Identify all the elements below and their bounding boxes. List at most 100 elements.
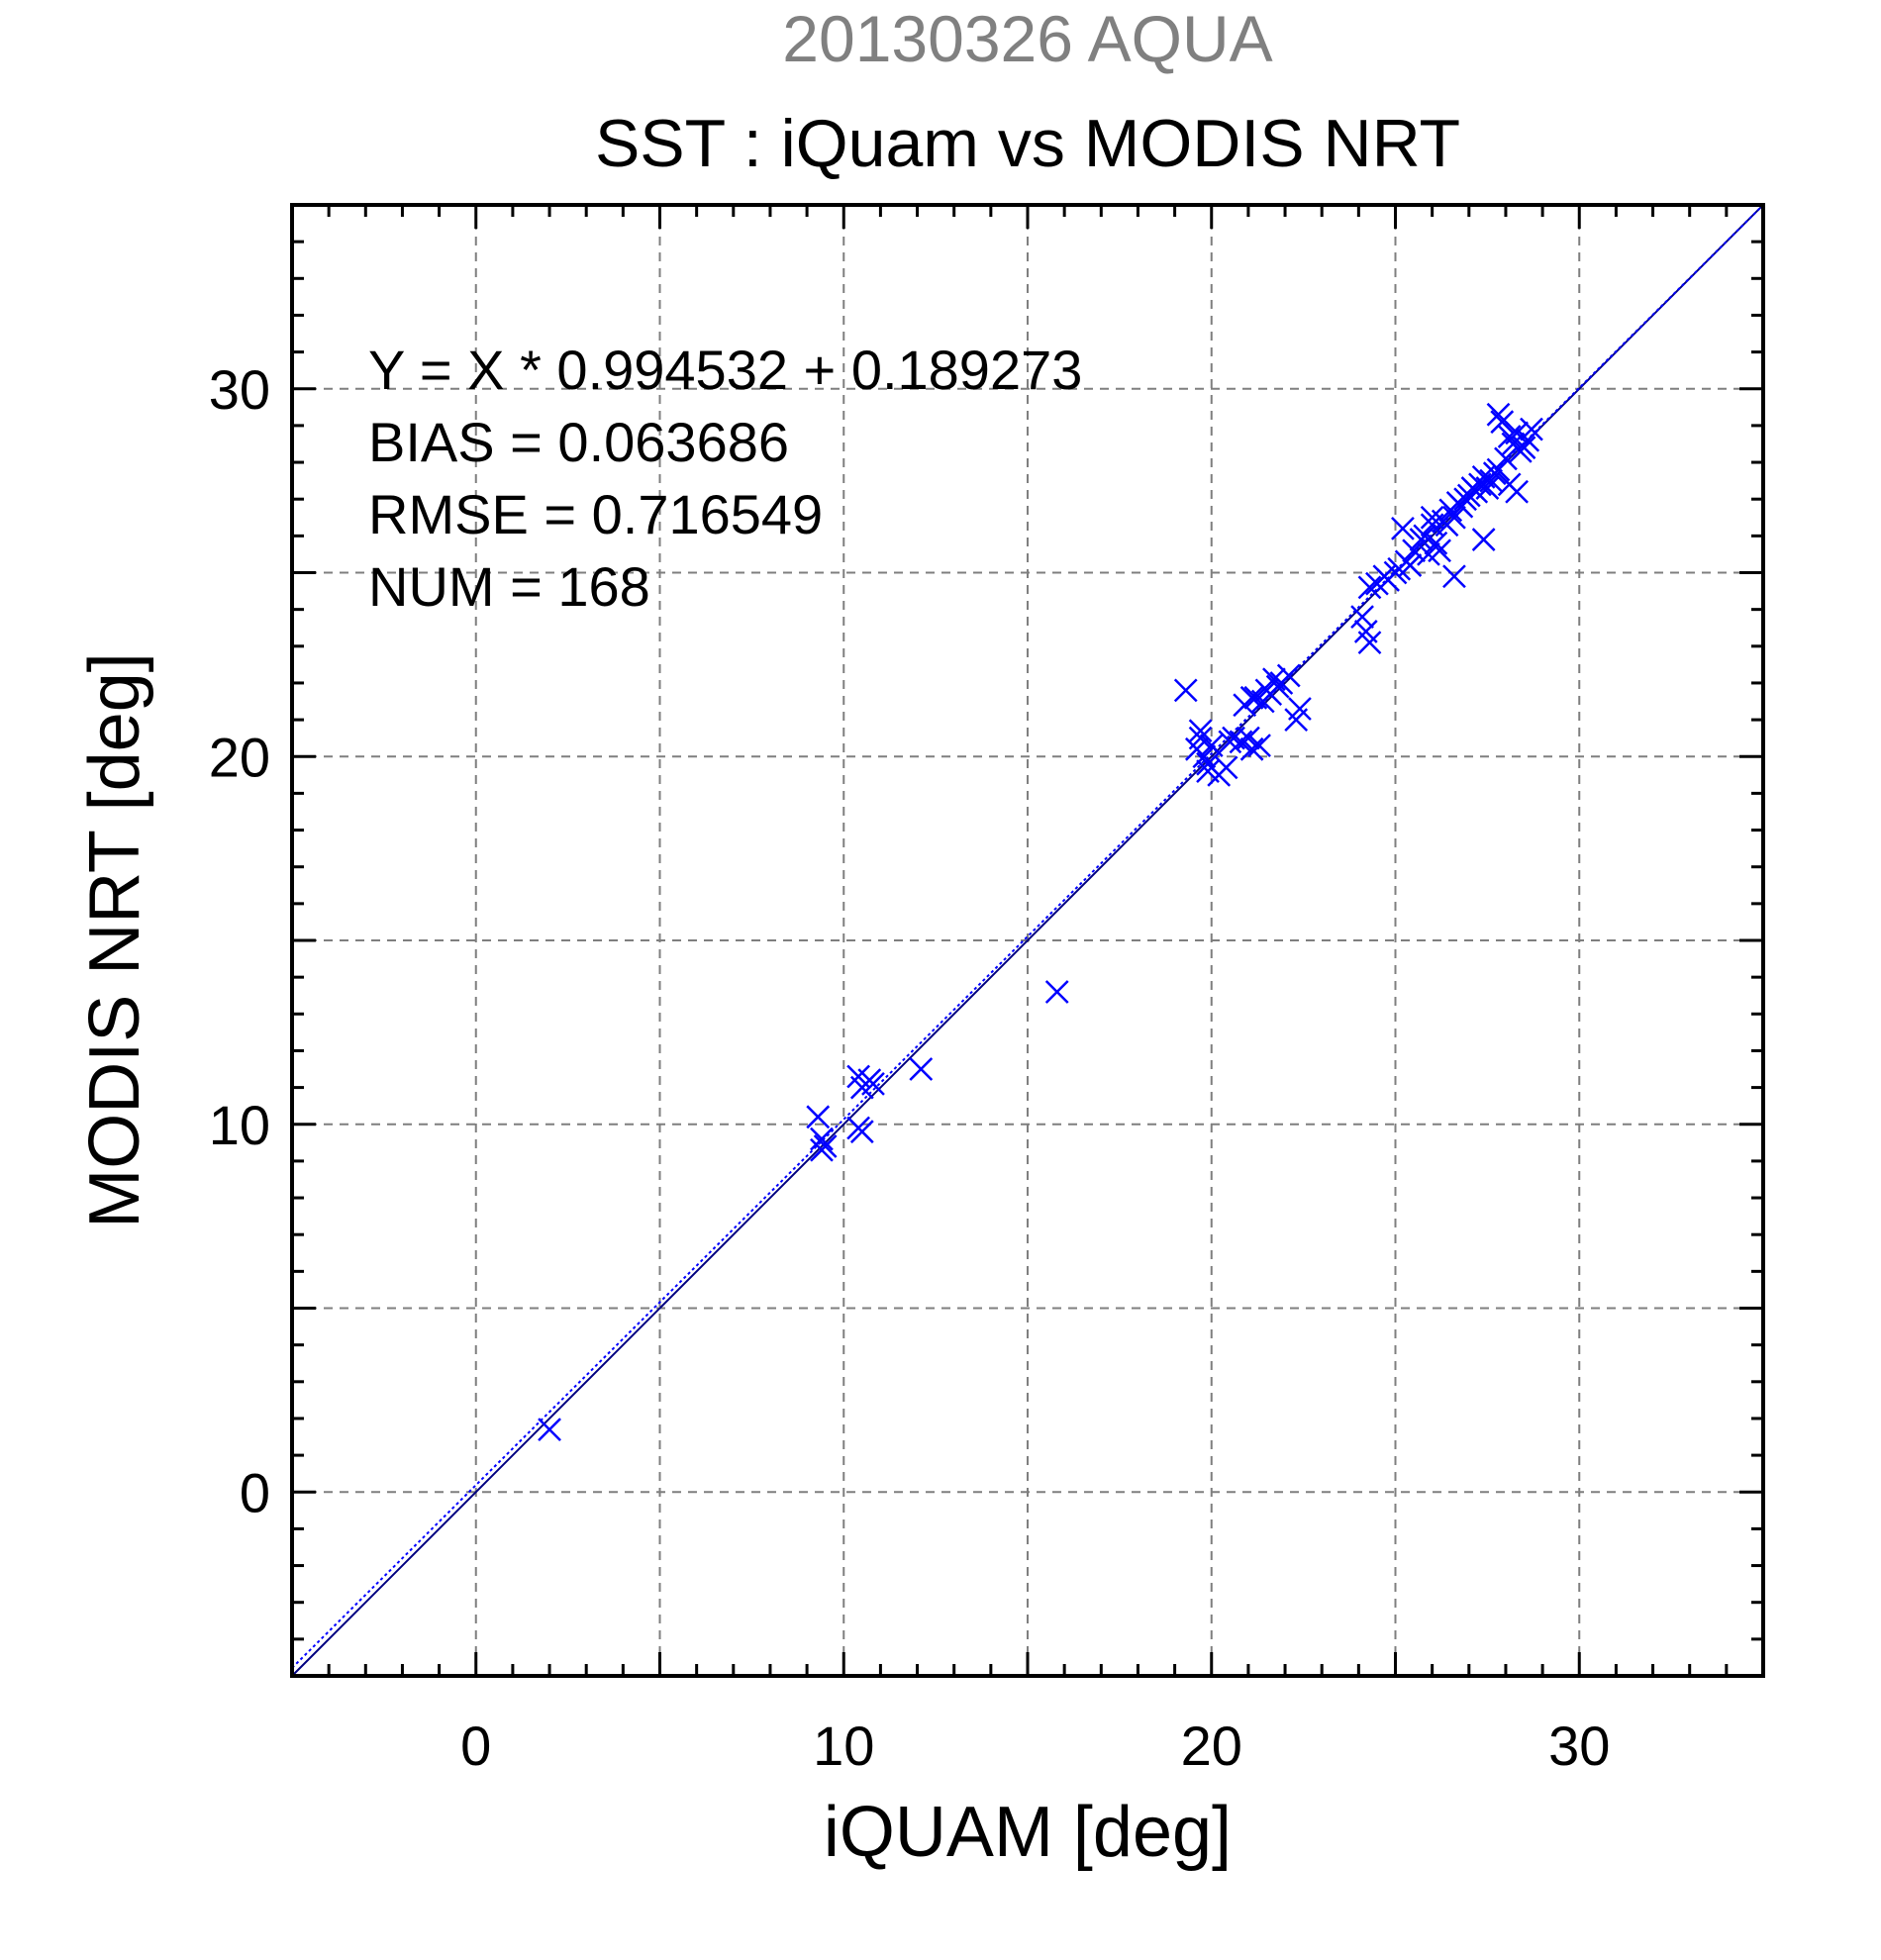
data-point	[1239, 736, 1264, 761]
data-point-stroke	[1239, 736, 1264, 761]
data-point	[1490, 410, 1515, 435]
data-point-stroke	[1239, 685, 1264, 710]
stats-annotations: Y = X * 0.994532 + 0.189273 BIAS = 0.063…	[368, 339, 1082, 618]
x-tick-label: 0	[460, 1715, 491, 1777]
rmse-text: RMSE = 0.716549	[368, 483, 823, 545]
data-point-stroke	[1044, 980, 1069, 1004]
data-point-stroke	[1475, 476, 1500, 500]
data-point	[1173, 678, 1198, 703]
data-point-stroke	[1247, 734, 1271, 757]
data-point-stroke	[1188, 726, 1213, 750]
data-point	[1192, 744, 1217, 769]
y-tick-label: 30	[209, 358, 270, 421]
data-points	[538, 402, 1543, 1441]
data-point	[1188, 719, 1213, 743]
data-point	[849, 1120, 874, 1144]
data-point-stroke	[1350, 605, 1374, 629]
data-point	[1442, 505, 1466, 530]
data-point-stroke	[1173, 678, 1198, 703]
data-point-stroke	[1402, 539, 1426, 563]
data-point-stroke	[1420, 505, 1444, 530]
data-point-stroke	[1199, 734, 1224, 757]
data-point-stroke	[846, 1064, 870, 1089]
y-tick-label: 10	[209, 1094, 270, 1156]
data-point	[1520, 417, 1543, 441]
data-point-stroke	[1490, 410, 1515, 435]
data-point-stroke	[1243, 685, 1268, 710]
y-tick-label: 0	[240, 1461, 270, 1523]
data-point-stroke	[810, 1127, 834, 1151]
data-point	[1214, 755, 1238, 780]
data-point	[1442, 564, 1466, 589]
data-point	[1486, 402, 1511, 427]
data-point	[1391, 517, 1415, 540]
x-tick-label: 10	[813, 1715, 874, 1777]
data-point	[1486, 457, 1511, 482]
data-point	[1402, 539, 1426, 563]
data-point	[1505, 421, 1529, 445]
data-point-stroke	[1214, 755, 1238, 780]
data-point-stroke	[1505, 421, 1529, 445]
data-point	[1512, 436, 1536, 460]
data-point	[810, 1127, 834, 1151]
data-point	[1276, 663, 1301, 688]
data-point	[1044, 980, 1069, 1004]
data-point-stroke	[1486, 402, 1511, 427]
data-point	[1497, 425, 1522, 448]
data-point	[1424, 531, 1448, 555]
data-point	[538, 1418, 561, 1441]
data-point-stroke	[1505, 479, 1529, 504]
num-text: NUM = 168	[368, 555, 650, 618]
data-point	[1357, 631, 1382, 654]
data-point	[1350, 605, 1374, 629]
x-tick-labels: 0 10 20 30	[460, 1715, 1610, 1777]
bias-text: BIAS = 0.063686	[368, 411, 789, 473]
plot-frame	[290, 203, 1765, 1678]
data-point	[849, 1075, 874, 1100]
data-point	[1247, 734, 1271, 757]
data-point-stroke	[806, 1105, 831, 1129]
data-point-stroke	[849, 1120, 874, 1144]
data-point-stroke	[1428, 539, 1451, 563]
data-point-stroke	[1497, 425, 1522, 448]
data-point-stroke	[813, 1134, 838, 1158]
data-point-stroke	[1479, 468, 1503, 493]
data-point-stroke	[1357, 631, 1382, 654]
data-point-stroke	[1262, 667, 1286, 692]
data-point-stroke	[909, 1057, 934, 1081]
data-point-stroke	[1196, 759, 1220, 783]
data-point-stroke	[1442, 564, 1466, 589]
data-point	[909, 1057, 934, 1081]
data-point-stroke	[1486, 457, 1511, 482]
x-axis-label: iQUAM [deg]	[824, 1793, 1232, 1872]
data-point	[1479, 468, 1503, 493]
data-point	[1475, 476, 1500, 500]
data-point-stroke	[1512, 436, 1536, 460]
data-point-stroke	[538, 1418, 561, 1441]
data-point-stroke	[1357, 575, 1382, 600]
data-point-stroke	[1398, 553, 1423, 577]
data-point-stroke	[1413, 524, 1437, 548]
data-point	[1199, 734, 1224, 757]
data-point	[1494, 446, 1518, 471]
data-point-stroke	[1520, 417, 1543, 441]
grid-lines	[292, 205, 1763, 1676]
data-point	[1243, 685, 1268, 710]
data-point-stroke	[1229, 730, 1253, 754]
y-tick-label: 20	[209, 726, 270, 788]
data-point-stroke	[1442, 505, 1466, 530]
x-tick-label: 30	[1548, 1715, 1610, 1777]
fit-equation-text: Y = X * 0.994532 + 0.189273	[368, 339, 1082, 401]
data-point-stroke	[1288, 697, 1312, 721]
data-point	[1229, 730, 1253, 754]
data-point	[813, 1134, 838, 1158]
data-point-stroke	[1353, 620, 1378, 643]
data-point	[806, 1105, 831, 1129]
data-point	[1357, 575, 1382, 600]
data-point	[1288, 697, 1312, 721]
data-point-stroke	[1196, 751, 1220, 776]
data-point-stroke	[1391, 517, 1415, 540]
y-axis-label: MODIS NRT [deg]	[75, 652, 154, 1228]
